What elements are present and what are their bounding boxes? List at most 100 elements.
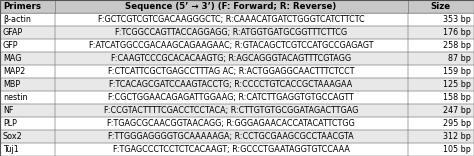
Bar: [55, 65, 408, 78]
Bar: [55, 65, 408, 78]
Bar: [0, 65, 55, 78]
Text: MAP2: MAP2: [3, 67, 25, 76]
Text: 247 bp: 247 bp: [443, 106, 471, 115]
Text: 353 bp: 353 bp: [443, 15, 471, 24]
Text: β-actin: β-actin: [3, 15, 31, 24]
Bar: [408, 143, 474, 156]
Text: 158 bp: 158 bp: [443, 93, 471, 102]
Bar: [55, 78, 408, 91]
Bar: [0, 13, 55, 26]
Text: F:TGAGCCCTCCTCTCACAAGT; R:GCCCTGAATAGGTGTCCAAA: F:TGAGCCCTCCTCTCACAAGT; R:GCCCTGAATAGGTG…: [113, 145, 349, 154]
Bar: [408, 0, 474, 13]
Bar: [55, 117, 408, 130]
Bar: [0, 39, 55, 52]
Text: F:TCGGCCAGTTACCAGGAGG; R:ATGGTGATGCGGTTTCTTCG: F:TCGGCCAGTTACCAGGAGG; R:ATGGTGATGCGGTTT…: [115, 28, 347, 37]
Bar: [408, 117, 474, 130]
Bar: [55, 52, 408, 65]
Bar: [408, 0, 474, 13]
Bar: [0, 39, 55, 52]
Bar: [408, 26, 474, 39]
Text: 176 bp: 176 bp: [443, 28, 471, 37]
Bar: [0, 117, 55, 130]
Bar: [408, 39, 474, 52]
Bar: [0, 78, 55, 91]
Text: Primers: Primers: [3, 2, 41, 11]
Text: GFAP: GFAP: [3, 28, 23, 37]
Text: 258 bp: 258 bp: [443, 41, 471, 50]
Bar: [408, 13, 474, 26]
Bar: [408, 143, 474, 156]
Bar: [0, 26, 55, 39]
Bar: [55, 13, 408, 26]
Text: PLP: PLP: [3, 119, 17, 128]
Bar: [408, 104, 474, 117]
Text: MAG: MAG: [3, 54, 21, 63]
Bar: [0, 130, 55, 143]
Bar: [408, 78, 474, 91]
Text: F:TTGGGAGGGGTGCAAAAAGA; R:CCTGCGAAGCGCCTAACGTA: F:TTGGGAGGGGTGCAAAAAGA; R:CCTGCGAAGCGCCT…: [108, 132, 354, 141]
Bar: [55, 130, 408, 143]
Bar: [408, 52, 474, 65]
Text: F:TCACAGCGATCCAAGTACCTG; R:CCCCTGTCACCGCTAAAGAA: F:TCACAGCGATCCAAGTACCTG; R:CCCCTGTCACCGC…: [109, 80, 353, 89]
Bar: [408, 78, 474, 91]
Bar: [408, 104, 474, 117]
Bar: [0, 26, 55, 39]
Text: F:TGAGCGCAACGGTAACAGG; R:GGGAGAACACCATACATTCTGG: F:TGAGCGCAACGGTAACAGG; R:GGGAGAACACCATAC…: [107, 119, 355, 128]
Bar: [55, 91, 408, 104]
Text: F:ATCATGGCCGACAAGCAGAAGAAC; R:GTACAGCTCGTCCATGCCGAGAGT: F:ATCATGGCCGACAAGCAGAAGAAC; R:GTACAGCTCG…: [89, 41, 374, 50]
Bar: [408, 26, 474, 39]
Bar: [0, 0, 55, 13]
Bar: [55, 52, 408, 65]
Bar: [55, 130, 408, 143]
Bar: [55, 78, 408, 91]
Bar: [55, 39, 408, 52]
Text: 87 bp: 87 bp: [448, 54, 471, 63]
Text: NF: NF: [3, 106, 13, 115]
Bar: [0, 143, 55, 156]
Bar: [0, 104, 55, 117]
Bar: [0, 130, 55, 143]
Bar: [55, 117, 408, 130]
Bar: [0, 91, 55, 104]
Text: 105 bp: 105 bp: [443, 145, 471, 154]
Text: 125 bp: 125 bp: [443, 80, 471, 89]
Bar: [55, 91, 408, 104]
Text: Sox2: Sox2: [3, 132, 23, 141]
Bar: [408, 52, 474, 65]
Bar: [408, 65, 474, 78]
Bar: [55, 143, 408, 156]
Text: 312 bp: 312 bp: [443, 132, 471, 141]
Bar: [408, 130, 474, 143]
Bar: [55, 143, 408, 156]
Bar: [55, 39, 408, 52]
Bar: [0, 78, 55, 91]
Bar: [408, 117, 474, 130]
Bar: [0, 52, 55, 65]
Bar: [55, 13, 408, 26]
Text: MBP: MBP: [3, 80, 20, 89]
Bar: [408, 130, 474, 143]
Text: F:CCGTACTTTTCGACCTCCTACA; R:CTTGTGTGCGGATAGACTTGAG: F:CCGTACTTTTCGACCTCCTACA; R:CTTGTGTGCGGA…: [104, 106, 358, 115]
Bar: [408, 91, 474, 104]
Bar: [55, 104, 408, 117]
Bar: [0, 143, 55, 156]
Bar: [408, 13, 474, 26]
Bar: [0, 52, 55, 65]
Bar: [0, 65, 55, 78]
Bar: [408, 65, 474, 78]
Bar: [0, 117, 55, 130]
Text: GFP: GFP: [3, 41, 18, 50]
Text: 159 bp: 159 bp: [443, 67, 471, 76]
Text: Tuj1: Tuj1: [3, 145, 18, 154]
Bar: [0, 0, 55, 13]
Text: nestin: nestin: [3, 93, 27, 102]
Text: F:CAAGTCCCGCACACAAGTG; R:AGCAGGGTACAGTTTCGTAGG: F:CAAGTCCCGCACACAAGTG; R:AGCAGGGTACAGTTT…: [111, 54, 351, 63]
Bar: [55, 0, 408, 13]
Bar: [408, 39, 474, 52]
Bar: [0, 13, 55, 26]
Bar: [55, 0, 408, 13]
Bar: [55, 104, 408, 117]
Text: F:CGCTGGAACAGAGATTGGAAG; R:CATCTTGAGGTGTGCCAGTT: F:CGCTGGAACAGAGATTGGAAG; R:CATCTTGAGGTGT…: [108, 93, 354, 102]
Bar: [55, 26, 408, 39]
Text: 295 bp: 295 bp: [443, 119, 471, 128]
